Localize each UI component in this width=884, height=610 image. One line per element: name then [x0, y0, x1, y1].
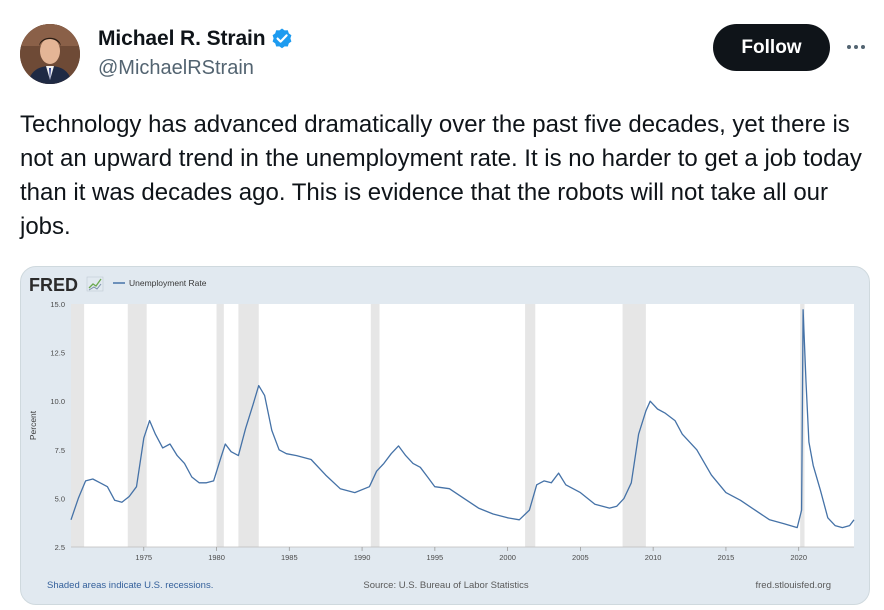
avatar[interactable] — [20, 24, 80, 84]
x-tick-label: 2020 — [790, 553, 807, 562]
x-tick-label: 1980 — [208, 553, 225, 562]
recession-band — [127, 304, 147, 547]
x-tick-label: 1975 — [135, 553, 152, 562]
recession-band — [370, 304, 380, 547]
plot-area — [71, 304, 854, 547]
x-axis: 1975 1980 1985 1990 1995 2000 2005 2010 2015 2020 — [71, 546, 854, 562]
fred-logo-mark-icon — [86, 276, 104, 292]
recession-band — [525, 304, 536, 547]
verified-badge-icon — [270, 27, 294, 51]
recession-band — [71, 304, 85, 547]
y-axis-label: Percent — [28, 410, 38, 440]
y-tick-label: 5.0 — [55, 494, 65, 503]
series-line — [70, 309, 855, 529]
x-tick-label: 1990 — [354, 553, 371, 562]
follow-button[interactable]: Follow — [713, 24, 830, 71]
author-handle[interactable]: @MichaelRStrain — [98, 57, 254, 79]
series-group — [70, 309, 855, 529]
author-display-name[interactable]: Michael R. Strain — [98, 27, 266, 50]
fred-chart: FRED Unemployment Rate 2.5 5.0 7.5 10.0 12.5… — [28, 275, 855, 591]
x-tick-label: 1985 — [281, 553, 298, 562]
tweet-media-chart[interactable]: FRED Unemployment Rate 2.5 5.0 7.5 10.0 12.5… — [20, 266, 870, 605]
x-tick-label: 2005 — [572, 553, 589, 562]
x-tick-label: 2010 — [645, 553, 662, 562]
author-name-row: Michael R. Strain — [98, 27, 294, 51]
more-horizontal-icon[interactable] — [843, 34, 869, 60]
fred-logo: FRED — [29, 275, 78, 295]
source-note: Source: U.S. Bureau of Labor Statistics — [363, 580, 529, 591]
avatar-photo — [20, 24, 80, 84]
x-tick-label: 1995 — [427, 553, 444, 562]
recession-band — [216, 304, 224, 547]
tweet-text: Technology has advanced dramatically ove… — [20, 111, 862, 240]
recession-note: Shaded areas indicate U.S. recessions. — [47, 580, 213, 591]
y-tick-label: 2.5 — [55, 543, 65, 552]
x-tick-label: 2000 — [499, 553, 516, 562]
fred-url: fred.stlouisfed.org — [755, 580, 831, 591]
legend-label: Unemployment Rate — [129, 278, 207, 288]
recession-band — [622, 304, 646, 547]
y-tick-label: 7.5 — [55, 446, 65, 455]
y-axis: 2.5 5.0 7.5 10.0 12.5 15.0 — [50, 300, 65, 552]
x-tick-label: 2015 — [718, 553, 735, 562]
y-tick-label: 10.0 — [50, 397, 65, 406]
recession-band — [238, 304, 259, 547]
y-tick-label: 12.5 — [50, 349, 65, 358]
y-tick-label: 15.0 — [50, 300, 65, 309]
